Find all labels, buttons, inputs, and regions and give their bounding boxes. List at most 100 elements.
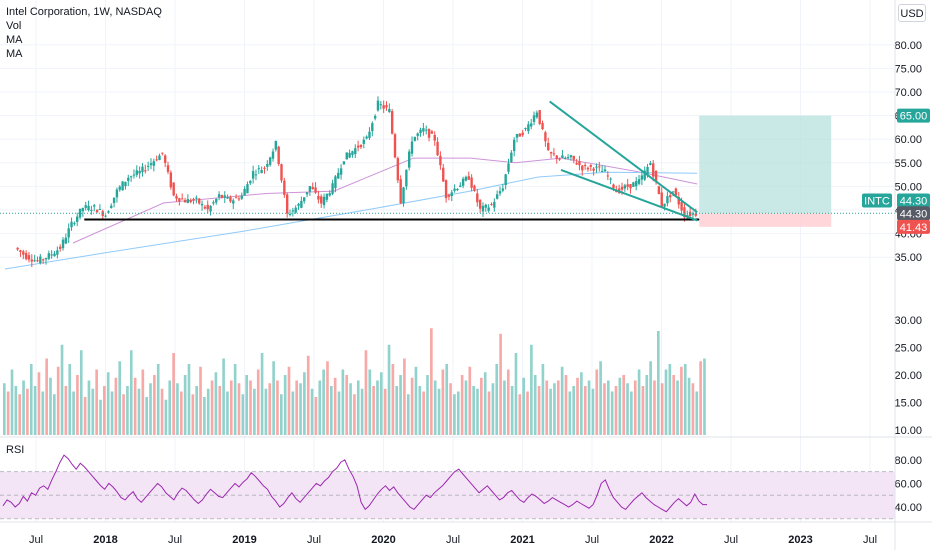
volume-bar [156, 364, 160, 435]
candle-body [379, 104, 383, 106]
candle-body [581, 165, 584, 171]
volume-bar [10, 369, 14, 435]
candle [433, 131, 436, 146]
volume-bar [164, 399, 168, 435]
volume-bar [160, 388, 164, 435]
candle [314, 182, 317, 194]
candle-body [450, 192, 453, 196]
drawings [0, 100, 895, 222]
volume-bar [618, 377, 622, 435]
indicator-ma-1[interactable]: MA [6, 34, 23, 46]
candle [368, 127, 371, 140]
price-label-last: 44.30 [897, 193, 930, 208]
stop-zone [699, 213, 832, 227]
candle [303, 197, 306, 204]
candle-body [430, 131, 434, 134]
candle [566, 154, 570, 160]
volume-bar [79, 350, 83, 435]
candle-body [110, 205, 113, 209]
candle-body [419, 129, 422, 134]
indicator-ma-2[interactable]: MA [6, 48, 23, 60]
volume-bar [545, 380, 549, 435]
volume-bar [583, 386, 587, 435]
candle [220, 194, 224, 199]
candle [365, 135, 368, 140]
candle [19, 249, 22, 257]
candle-body [112, 197, 116, 204]
candle [166, 161, 170, 175]
candle [234, 194, 238, 199]
candle [212, 200, 215, 206]
candle-body [683, 207, 686, 218]
candle-body [390, 111, 394, 134]
volume-bar [391, 364, 395, 435]
volume-bar [326, 361, 329, 435]
volume-bar [564, 375, 568, 435]
indicator-vol[interactable]: Vol [6, 20, 22, 32]
candle-body [127, 177, 130, 181]
volume-bar [430, 328, 433, 435]
candle-body [646, 166, 649, 175]
volume-bar [114, 377, 118, 435]
candle [271, 148, 275, 162]
candle-body [623, 185, 627, 189]
volume-bar [149, 383, 152, 435]
candle-body [362, 139, 365, 144]
candle [544, 130, 547, 147]
candle [30, 254, 34, 268]
volume-bar [299, 383, 302, 435]
candle-body [146, 165, 150, 167]
volume-bar [260, 353, 264, 435]
candle-body [688, 211, 692, 217]
candle [263, 166, 266, 174]
candle [373, 114, 377, 121]
candle [246, 181, 249, 194]
candle [402, 186, 405, 207]
candle [444, 179, 448, 203]
candle-body [427, 128, 431, 138]
grid [0, 0, 895, 522]
volume-bar [480, 377, 483, 435]
candle [104, 214, 107, 218]
volume-bar [610, 391, 614, 435]
currency-button[interactable]: USD [898, 4, 926, 22]
volume-bar [633, 380, 637, 435]
volume-bar [203, 397, 206, 435]
candle-body [288, 214, 292, 216]
candle-body [172, 182, 175, 196]
candle [283, 177, 286, 198]
candle-body [90, 209, 93, 211]
candle [416, 132, 419, 141]
candle-body [115, 189, 119, 198]
volume-bar [668, 364, 672, 435]
time-tick-label: Jul [585, 534, 599, 546]
candle-body [691, 213, 695, 215]
candle [632, 181, 635, 187]
candle-body [478, 199, 482, 209]
candle-body [589, 165, 592, 167]
candle [95, 209, 99, 213]
volume-bar [303, 372, 306, 435]
rsi-label[interactable]: RSI [6, 444, 25, 456]
candle-body [294, 207, 297, 213]
volume-bar [53, 394, 56, 435]
candle [606, 171, 610, 181]
candle-body [643, 170, 646, 180]
candle [484, 203, 488, 212]
candle [135, 165, 138, 178]
volume-bar [495, 364, 499, 435]
candle-body [39, 256, 42, 264]
rsi-line [2, 454, 707, 513]
candle-body [195, 197, 198, 199]
moving-average-line [72, 157, 698, 244]
time-tick-label: 2019 [232, 534, 256, 546]
candle [427, 128, 431, 142]
candle-body [251, 171, 255, 179]
volume-bar [122, 394, 125, 435]
candle-body [325, 193, 329, 200]
candle-body [138, 170, 141, 174]
candle [33, 254, 36, 263]
volume-bar [229, 380, 233, 435]
